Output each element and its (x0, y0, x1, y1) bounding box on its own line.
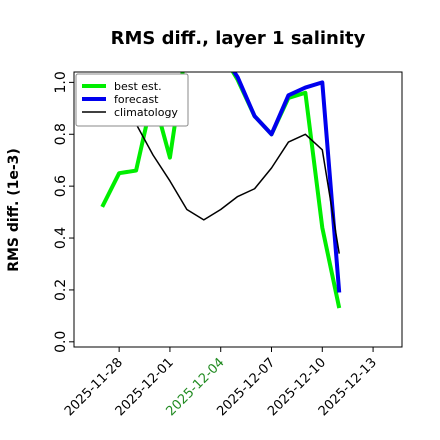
y-tick-label: 1.0 (53, 71, 69, 93)
plot-lines (100, 72, 342, 309)
y-tick-label: 0.6 (53, 175, 69, 197)
y-tick-label: 0.2 (53, 279, 69, 301)
line-series (100, 72, 342, 309)
legend-label: forecast (114, 93, 159, 106)
line-series (135, 123, 340, 254)
plot-frame (73, 71, 403, 348)
y-tick-label: 0.0 (53, 331, 69, 353)
legend-label: climatology (114, 106, 178, 119)
y-tick-label: 0.4 (53, 227, 69, 249)
line-series (231, 72, 342, 293)
chart-title: RMS diff., layer 1 salinity (111, 28, 366, 49)
y-tick-label: 0.8 (53, 123, 69, 145)
y-axis-label: RMS diff. (1e-3) (6, 148, 22, 272)
legend-label: best est. (114, 80, 162, 93)
